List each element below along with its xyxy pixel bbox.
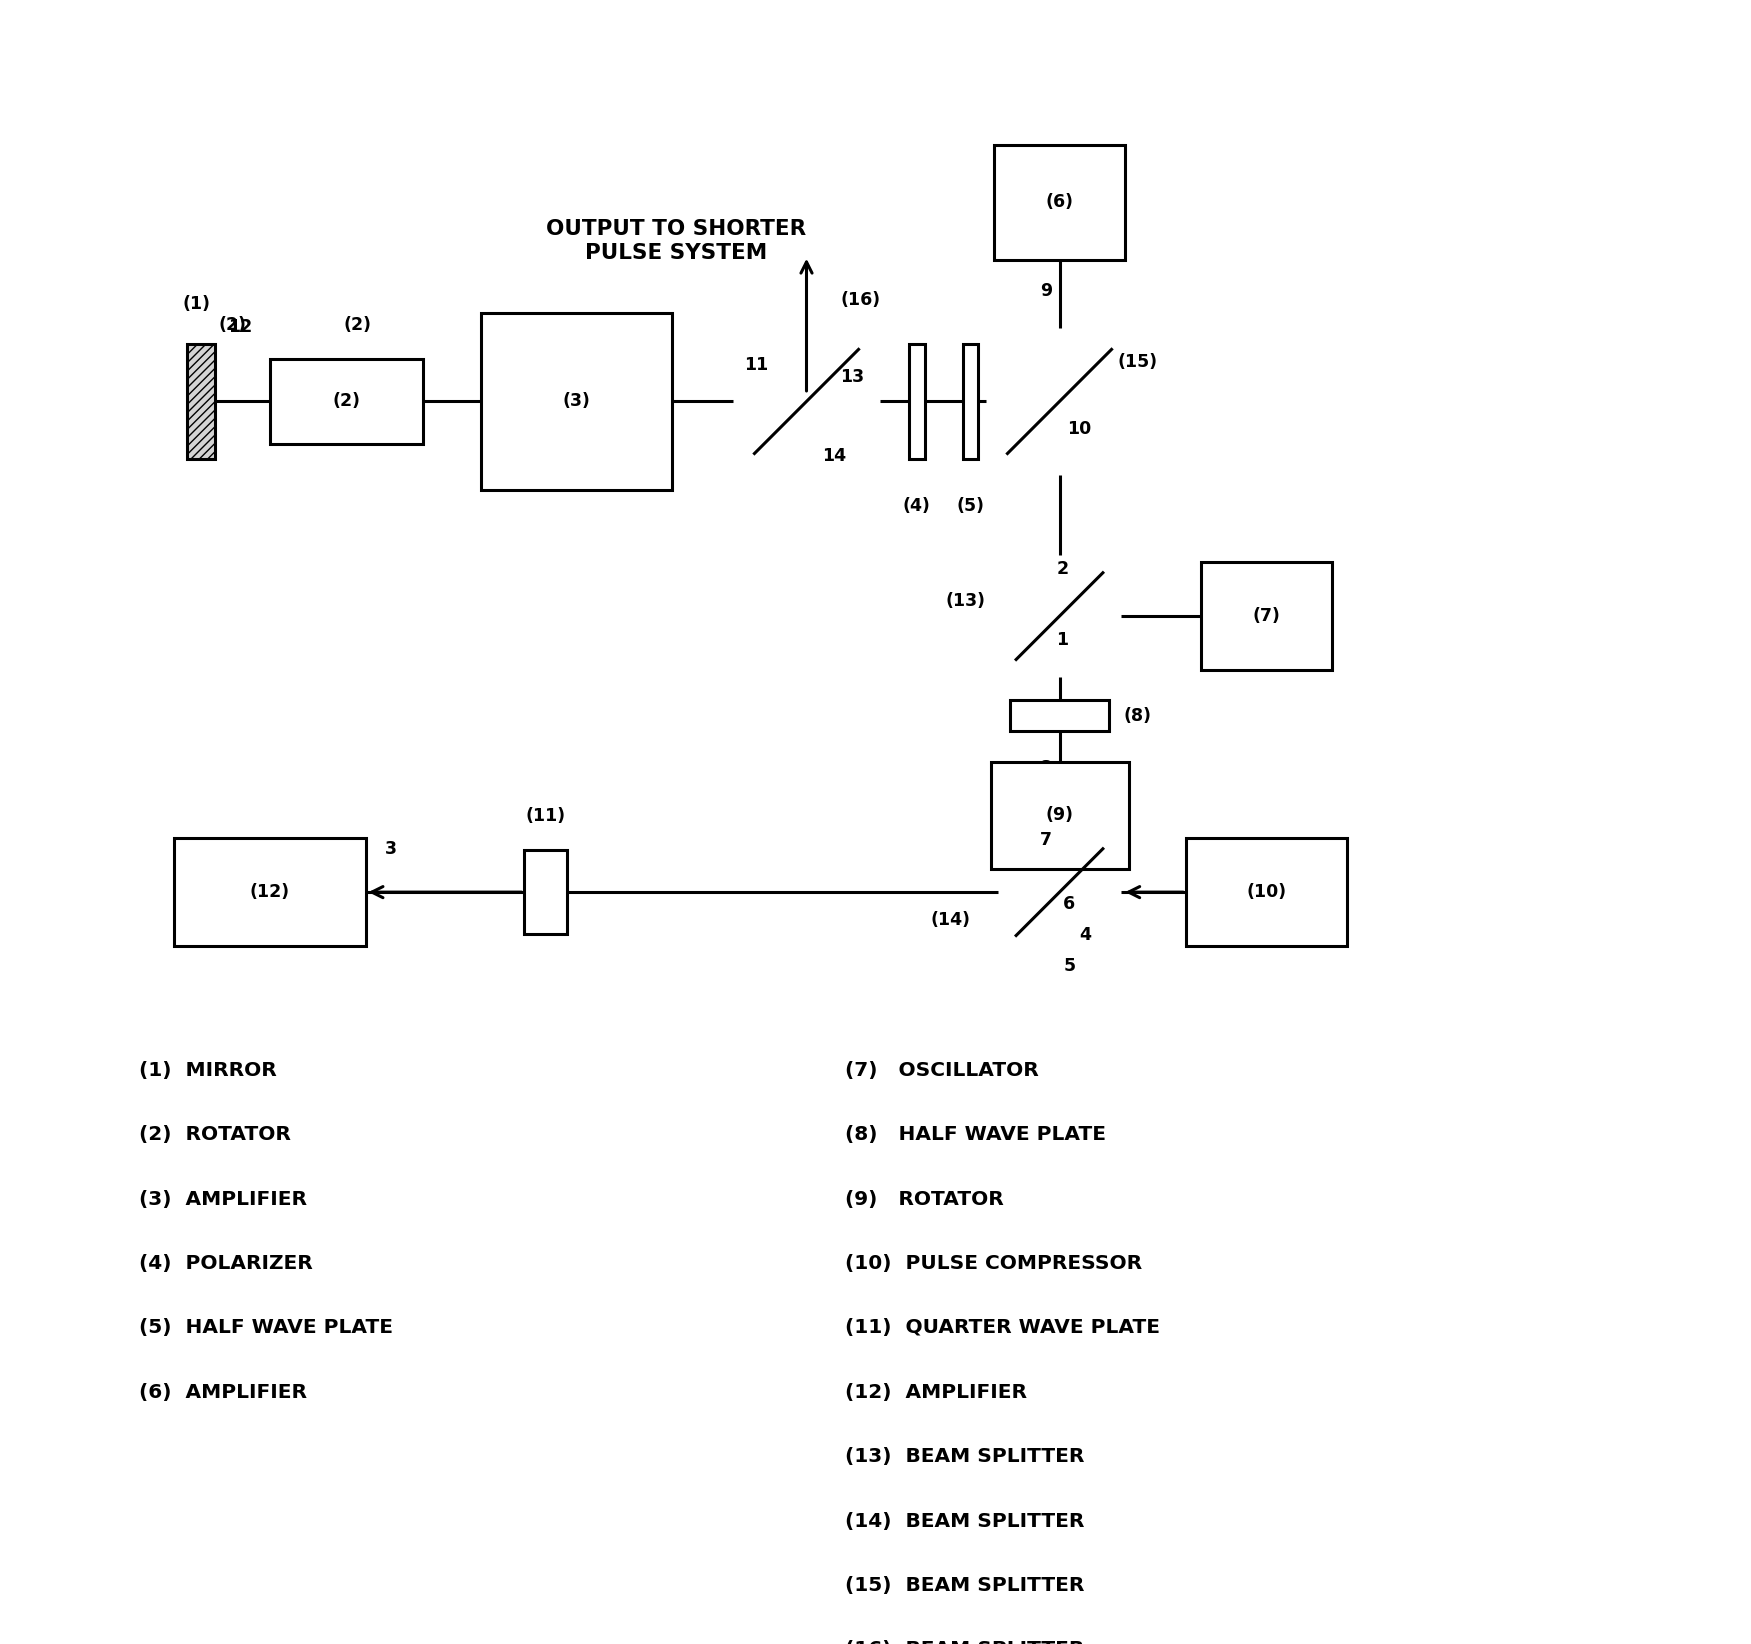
Text: (12): (12) xyxy=(250,883,291,901)
Text: (13): (13) xyxy=(946,592,986,610)
Text: (5): (5) xyxy=(956,496,984,515)
Text: (1)  MIRROR: (1) MIRROR xyxy=(140,1060,277,1080)
Text: (4): (4) xyxy=(904,496,932,515)
Text: (14): (14) xyxy=(930,911,970,929)
Text: (8)   HALF WAVE PLATE: (8) HALF WAVE PLATE xyxy=(844,1124,1107,1144)
Text: 4: 4 xyxy=(1079,926,1091,944)
Text: 8: 8 xyxy=(1040,760,1052,776)
Text: (3): (3) xyxy=(562,393,590,411)
Text: (15)  BEAM SPLITTER: (15) BEAM SPLITTER xyxy=(844,1577,1084,1595)
Text: 5: 5 xyxy=(1065,957,1077,975)
Text: OUTPUT TO SHORTER
PULSE SYSTEM: OUTPUT TO SHORTER PULSE SYSTEM xyxy=(546,219,805,263)
Text: (7)   OSCILLATOR: (7) OSCILLATOR xyxy=(844,1060,1038,1080)
Text: (10)  PULSE COMPRESSOR: (10) PULSE COMPRESSOR xyxy=(844,1254,1142,1272)
Text: (6): (6) xyxy=(1045,192,1073,210)
Text: 14: 14 xyxy=(821,447,846,465)
Bar xyxy=(1201,562,1333,669)
Bar xyxy=(1185,838,1347,945)
Text: (3)  AMPLIFIER: (3) AMPLIFIER xyxy=(140,1190,308,1208)
Text: 10: 10 xyxy=(1066,419,1091,437)
Bar xyxy=(909,344,925,459)
Bar xyxy=(1010,700,1110,732)
Bar xyxy=(524,850,567,934)
Text: 6: 6 xyxy=(1063,896,1075,912)
Text: (7): (7) xyxy=(1252,607,1280,625)
Text: (16)  BEAM SPLITTER: (16) BEAM SPLITTER xyxy=(844,1641,1084,1644)
Text: (12)  AMPLIFIER: (12) AMPLIFIER xyxy=(844,1383,1026,1402)
Bar xyxy=(963,344,979,459)
Text: (5)  HALF WAVE PLATE: (5) HALF WAVE PLATE xyxy=(140,1318,394,1338)
Text: (2)  ROTATOR: (2) ROTATOR xyxy=(140,1124,291,1144)
Text: (10): (10) xyxy=(1247,883,1287,901)
Bar xyxy=(482,314,672,490)
Text: (2): (2) xyxy=(333,393,361,411)
Bar xyxy=(187,344,215,459)
Text: 1: 1 xyxy=(1056,631,1068,649)
Text: (16): (16) xyxy=(840,291,881,309)
Text: (2): (2) xyxy=(343,316,371,334)
Text: (2): (2) xyxy=(219,316,247,334)
Text: 3: 3 xyxy=(385,840,397,858)
Text: 12: 12 xyxy=(228,317,252,335)
Text: (9): (9) xyxy=(1045,807,1073,824)
Text: (9)   ROTATOR: (9) ROTATOR xyxy=(844,1190,1003,1208)
Bar xyxy=(991,761,1128,870)
Text: 7: 7 xyxy=(1040,832,1052,850)
Text: 13: 13 xyxy=(840,368,865,386)
Text: (14)  BEAM SPLITTER: (14) BEAM SPLITTER xyxy=(844,1511,1084,1531)
Text: (8): (8) xyxy=(1124,707,1152,725)
Text: 2: 2 xyxy=(1056,561,1068,577)
Text: (4)  POLARIZER: (4) POLARIZER xyxy=(140,1254,313,1272)
Bar xyxy=(173,838,366,945)
Text: 11: 11 xyxy=(744,355,769,373)
Text: (1): (1) xyxy=(182,294,210,312)
Text: (11): (11) xyxy=(525,807,566,825)
Text: (15): (15) xyxy=(1117,353,1157,372)
Text: (11)  QUARTER WAVE PLATE: (11) QUARTER WAVE PLATE xyxy=(844,1318,1159,1338)
Bar xyxy=(995,145,1124,260)
Text: (13)  BEAM SPLITTER: (13) BEAM SPLITTER xyxy=(844,1447,1084,1466)
Text: 9: 9 xyxy=(1040,281,1052,299)
Text: (6)  AMPLIFIER: (6) AMPLIFIER xyxy=(140,1383,308,1402)
Bar xyxy=(270,360,424,444)
